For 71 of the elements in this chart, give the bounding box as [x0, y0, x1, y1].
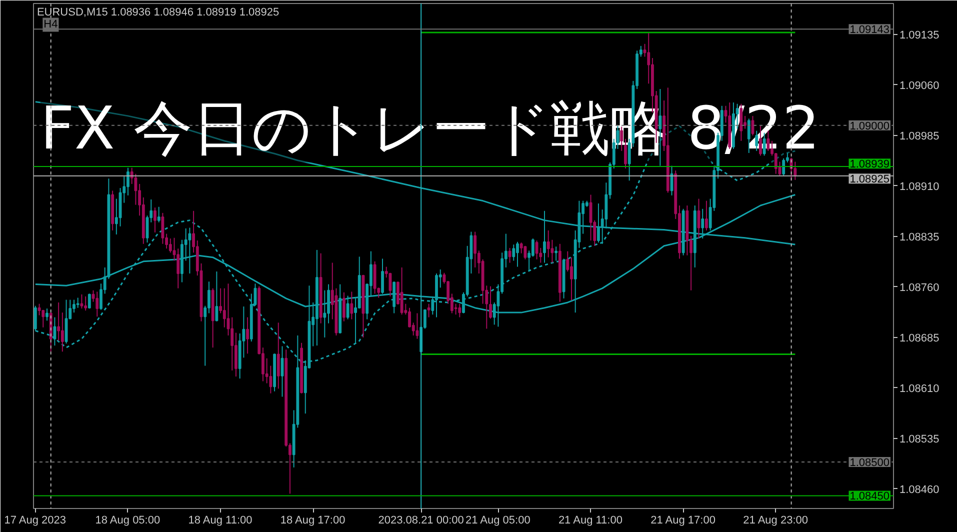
candlestick [38, 303, 41, 316]
candlestick [373, 260, 376, 294]
y-tick-label: 1.08760 [900, 282, 940, 294]
candlestick [234, 332, 238, 378]
candlestick [84, 296, 88, 312]
candlestick [161, 212, 164, 244]
candlestick [782, 158, 786, 176]
candlestick [57, 302, 60, 342]
candlestick [222, 288, 226, 328]
candlestick [246, 316, 249, 354]
y-tick-label: 1.08685 [900, 332, 940, 344]
candlestick [704, 200, 708, 231]
candlestick [276, 322, 280, 390]
x-tick-label: 21 Aug 05:00 [465, 514, 530, 526]
candlestick [512, 244, 516, 262]
candlestick [96, 291, 99, 318]
candlestick [154, 207, 156, 233]
candlestick [701, 208, 704, 239]
candlestick [60, 312, 64, 352]
candlestick [76, 297, 80, 308]
candlestick [157, 206, 160, 223]
ref-line-label: 1.08925 [850, 174, 890, 186]
candlestick [88, 293, 91, 310]
candlestick [416, 312, 419, 340]
candlestick [381, 258, 384, 294]
y-tick-label: 1.08910 [900, 180, 940, 193]
candlestick [516, 241, 519, 268]
candlestick [524, 245, 527, 260]
candlestick [427, 303, 430, 318]
candlestick [554, 246, 558, 262]
candlestick [794, 161, 797, 180]
chart-subtitle: EURUSD,M15 1.08936 1.08946 1.08919 1.08925 [36, 6, 280, 19]
ref-line-label: 1.08450 [850, 490, 890, 503]
candlestick [126, 167, 130, 196]
candlestick [570, 256, 573, 301]
x-tick-label: 21 Aug 11:00 [558, 514, 622, 526]
candlestick [53, 316, 56, 346]
y-tick-label: 1.08535 [900, 433, 940, 446]
ref-line-label: 1.09143 [850, 24, 890, 36]
x-tick-label: 21 Aug 17:00 [650, 514, 716, 526]
candlestick [342, 292, 346, 322]
ref-line-label: 1.09000 [850, 120, 890, 132]
ref-line-label: 1.08939 [850, 158, 890, 171]
candlestick [208, 281, 210, 314]
y-tick-label: 1.09135 [900, 29, 940, 42]
candlestick [531, 238, 534, 258]
candlestick [168, 238, 172, 254]
annotation: H4 [44, 18, 58, 31]
y-tick-label: 1.08610 [900, 382, 940, 395]
y-tick-label: 1.08985 [900, 130, 940, 142]
x-tick-label: 18 Aug 11:00 [188, 514, 252, 526]
candlestick [188, 227, 192, 274]
x-tick-label: 17 Aug 2023 [4, 514, 66, 526]
candlestick [474, 231, 477, 268]
candlestick [400, 266, 404, 316]
candlestick [408, 307, 411, 328]
candlestick [489, 286, 492, 320]
y-tick-label: 1.09060 [900, 80, 940, 92]
candlestick [80, 294, 84, 310]
x-tick-label: 21 Aug 23:00 [743, 514, 808, 526]
ref-line-label: 1.08500 [850, 457, 890, 470]
y-tick-label: 1.08460 [900, 484, 940, 496]
candlestick [46, 308, 48, 322]
x-tick-label: 18 Aug 17:00 [280, 514, 346, 526]
candlestick [458, 303, 462, 318]
x-tick-label: 18 Aug 05:00 [95, 514, 160, 526]
y-tick-label: 1.08835 [900, 231, 940, 244]
candlestick [215, 270, 218, 322]
candlestick [520, 242, 523, 254]
x-tick-label: 2023.08.21 00:00 [378, 514, 464, 526]
candlestick [350, 291, 354, 320]
